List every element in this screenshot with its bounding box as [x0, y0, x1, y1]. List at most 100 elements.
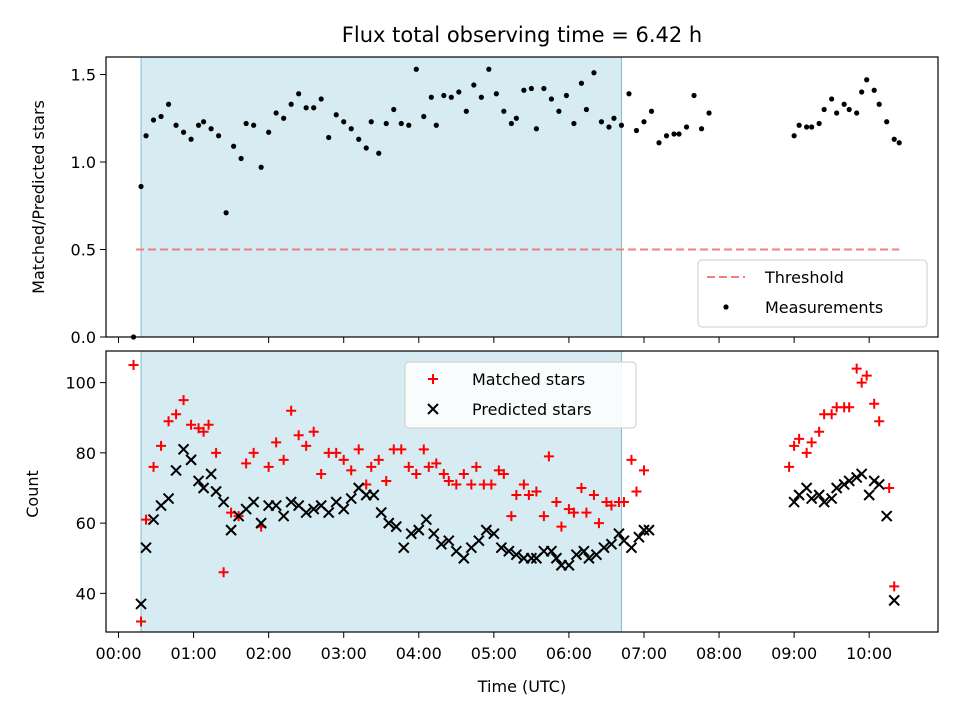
measurement-point: [311, 105, 317, 111]
matched-stars-point: [801, 447, 812, 458]
matched-stars-point: [471, 461, 482, 472]
matched-stars-point: [581, 507, 592, 518]
matched-stars-point: [486, 479, 497, 490]
matched-stars-point: [163, 416, 174, 427]
matched-stars-point: [331, 447, 342, 458]
predicted-stars-point: [495, 541, 508, 554]
matched-stars-point: [171, 409, 182, 420]
matched-stars-point: [301, 440, 312, 451]
predicted-stars-point: [205, 468, 217, 480]
predicted-stars-point: [307, 503, 320, 515]
measurement-point: [231, 143, 237, 149]
matched-stars-point: [531, 486, 542, 497]
measurement-point: [368, 119, 374, 125]
y-tick-label: 40: [76, 584, 96, 603]
measurement-point: [884, 119, 890, 125]
measurement-point: [383, 120, 389, 127]
predicted-stars-point: [473, 534, 485, 547]
predicted-stars-point: [210, 485, 222, 498]
predicted-stars-point: [375, 506, 387, 519]
measurement-point: [478, 94, 484, 100]
measurement-point: [208, 126, 214, 132]
y-tick-label: 0.0: [71, 328, 96, 347]
y-tick-label: 100: [65, 374, 96, 393]
predicted-stars-point: [413, 524, 425, 536]
measurement-point: [188, 136, 194, 142]
matched-stars-point: [451, 479, 462, 490]
predicted-stars-point: [880, 510, 893, 522]
x-tick-label: 10:00: [846, 644, 892, 663]
matched-stars-point: [593, 518, 604, 529]
measurement-point: [501, 108, 507, 114]
matched-stars-point: [511, 490, 522, 501]
legend-matched-swatch: [428, 374, 438, 384]
chart-title: Flux total observing time = 6.42 h: [342, 23, 702, 47]
measurement-point: [138, 183, 144, 190]
measurement-point: [216, 133, 222, 139]
matched-stars-point: [588, 490, 599, 501]
x-tick-label: 09:00: [771, 644, 817, 663]
matched-stars-point: [861, 370, 872, 381]
measurement-point: [626, 91, 632, 97]
predicted-stars-point: [818, 496, 830, 508]
predicted-stars-point: [435, 538, 448, 550]
measurement-point: [333, 112, 339, 118]
axes-frame: [105, 56, 939, 338]
predicted-stars-point: [843, 475, 855, 487]
matched-stars-point: [889, 581, 900, 592]
measurement-point: [846, 106, 852, 113]
measurement-point: [471, 82, 477, 88]
predicted-stars-point: [563, 559, 575, 571]
measurement-point: [583, 106, 590, 113]
matched-stars-point: [418, 444, 429, 455]
matched-stars-point: [193, 423, 204, 434]
measurement-point: [706, 110, 712, 116]
ratio-legend: Threshold Measurements: [697, 259, 928, 328]
x-tick-label: 08:00: [696, 644, 742, 663]
y-tick-label: 1.5: [71, 66, 96, 85]
matched-stars-point: [338, 454, 349, 465]
predicted-stars-point: [322, 506, 335, 519]
measurement-point: [238, 155, 244, 162]
predicted-stars-point: [300, 506, 312, 519]
observing-window-span: [140, 56, 622, 338]
predicted-stars-point: [598, 541, 610, 554]
x-tick-label: 01:00: [171, 644, 217, 663]
measurement-point: [656, 140, 662, 146]
matched-stars-point: [638, 465, 649, 476]
matched-stars-point: [523, 490, 534, 501]
predicted-stars-point: [177, 443, 190, 456]
matched-stars-point: [263, 461, 274, 472]
matched-stars-point: [884, 482, 895, 493]
predicted-stars-point: [873, 478, 885, 491]
matched-stars-point: [218, 567, 229, 578]
measurement-point: [441, 92, 447, 99]
x-tick-label: 02:00: [246, 644, 292, 663]
legend-label: Measurements: [765, 298, 883, 317]
matched-stars-point: [248, 447, 259, 458]
matched-stars-point: [381, 475, 392, 486]
measurement-point: [421, 113, 427, 120]
measurement-point: [200, 119, 207, 125]
measurement-point: [341, 119, 347, 125]
predicted-stars-point: [185, 454, 197, 466]
matched-stars-point: [568, 507, 579, 518]
matched-stars-point: [789, 440, 800, 451]
measurement-point: [854, 110, 860, 116]
predicted-stars-point: [525, 552, 538, 564]
predicted-stars-point: [868, 475, 880, 487]
predicted-stars-point: [255, 517, 267, 529]
measurement-point: [296, 91, 302, 97]
measurement-point: [493, 91, 499, 97]
measurement-point: [326, 134, 332, 141]
matched-stars-point: [286, 405, 297, 416]
predicted-stars-point: [162, 492, 175, 505]
matched-stars-point: [271, 437, 282, 448]
measurement-point: [288, 101, 294, 107]
matched-stars-point: [806, 437, 817, 448]
predicted-stars-point: [838, 478, 850, 491]
matched-stars-point: [601, 497, 612, 508]
x-axis-label: Time (UTC): [477, 677, 566, 696]
matched-stars-point: [178, 395, 189, 406]
